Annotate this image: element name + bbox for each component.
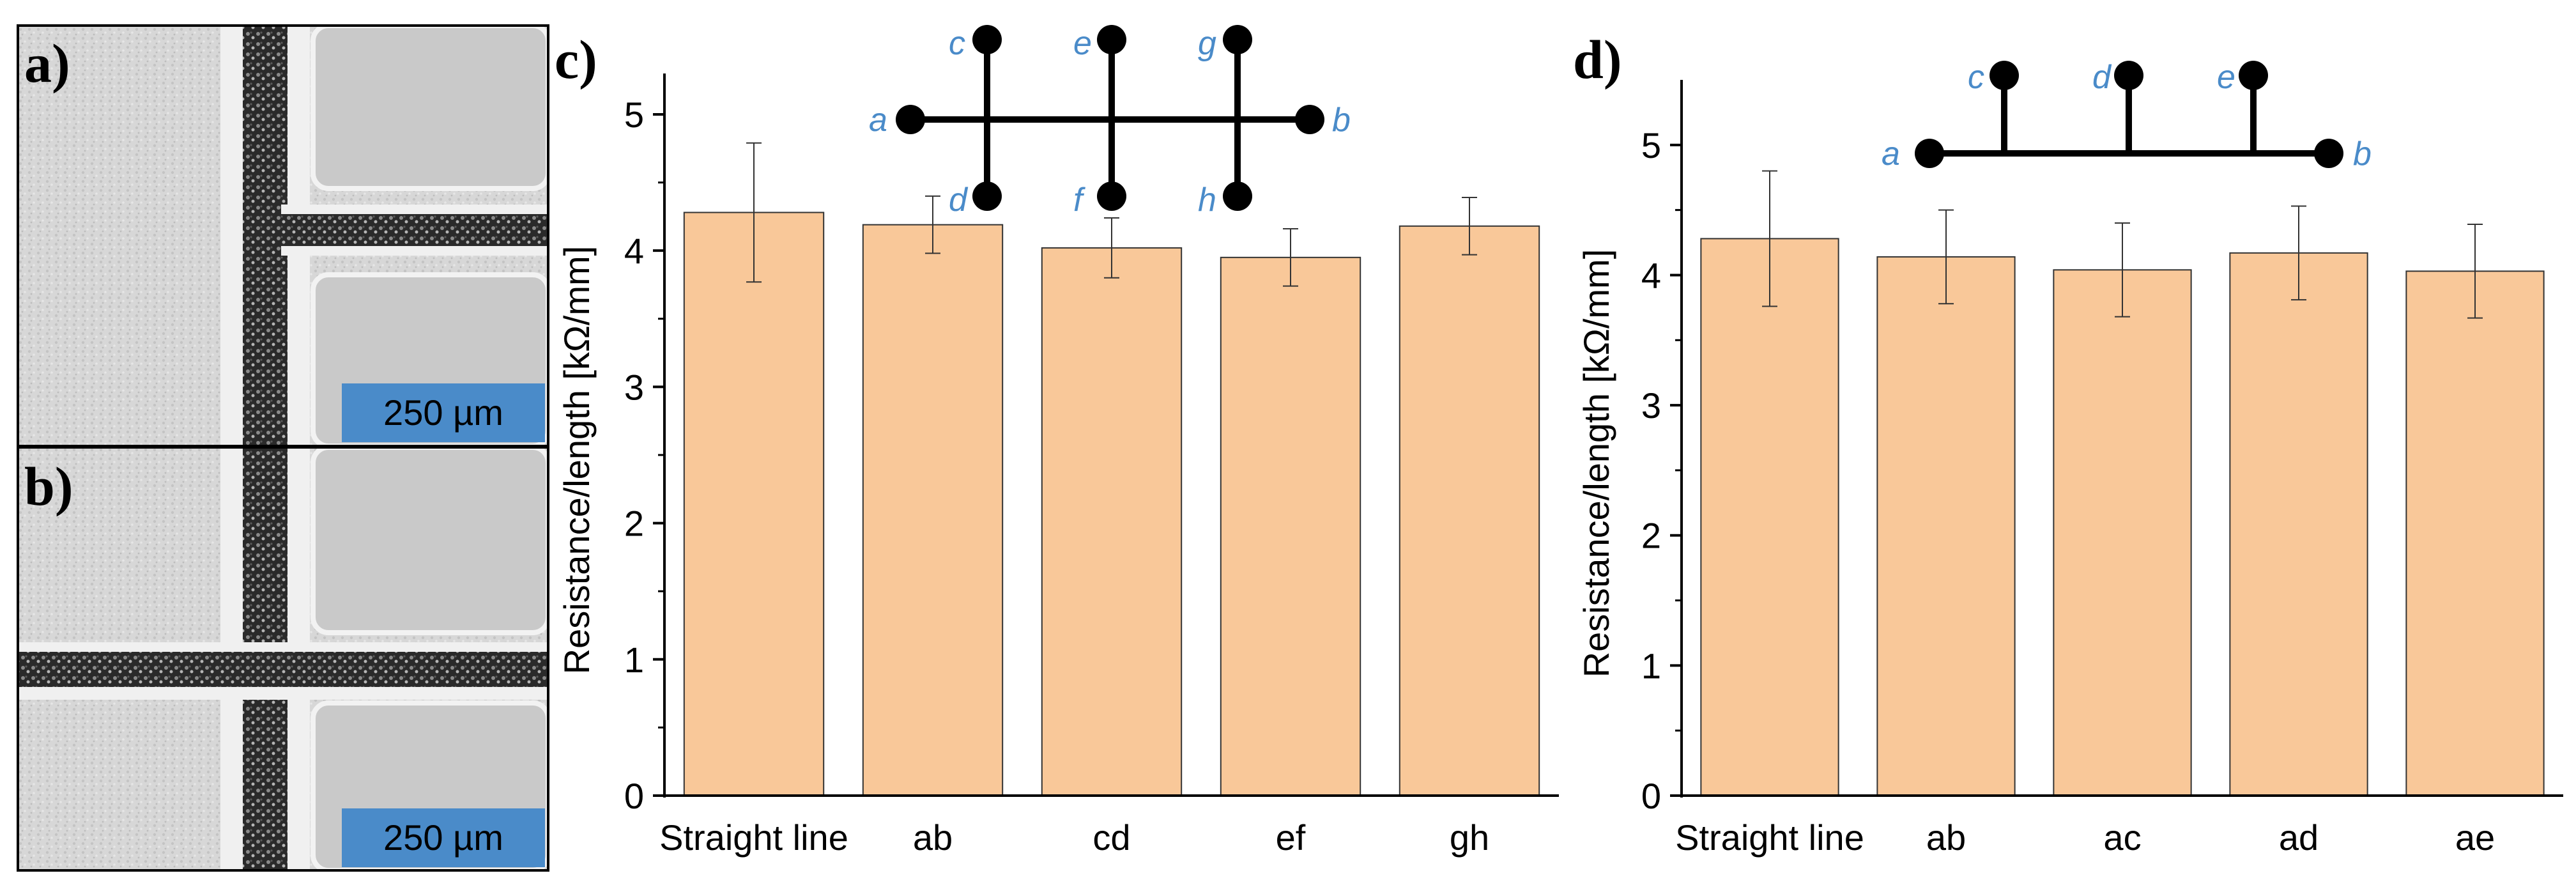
- schematic-d-node: [2239, 61, 2268, 90]
- y-tick-label: 2: [1641, 516, 1661, 556]
- schematic-c-label-h: h: [1198, 181, 1216, 219]
- schematic-d-label-b: b: [2353, 135, 2372, 173]
- scale-bar-b: 250 µm: [342, 808, 545, 867]
- schematic-c-node: [1097, 25, 1126, 54]
- schematic-d-node: [2114, 61, 2143, 90]
- panel-label-a: a): [24, 33, 70, 94]
- panel-label-b: b): [24, 456, 73, 517]
- schematic-d-node: [2314, 139, 2343, 168]
- schematic-c-node: [1223, 25, 1252, 54]
- category-label: cd: [1092, 817, 1130, 858]
- schematic-d-label-c: c: [1968, 59, 1984, 96]
- bar: [862, 224, 1004, 796]
- y-axis-title: Resistance/length [kΩ/mm]: [1576, 249, 1616, 678]
- y-tick-label: 0: [1641, 776, 1661, 816]
- category-label: gh: [1450, 817, 1489, 858]
- category-label: Straight line: [1675, 817, 1864, 858]
- scale-bar-a-label: 250 µm: [383, 392, 503, 433]
- scale-bar-b-label: 250 µm: [383, 817, 503, 858]
- y-tick-label: 1: [1641, 645, 1661, 686]
- bar: [1700, 238, 1839, 797]
- category-label: ac: [2103, 817, 2141, 858]
- schematic-c-node: [972, 25, 1002, 54]
- bar: [1876, 256, 2016, 797]
- schematic-c-label-f: f: [1073, 181, 1085, 219]
- bar: [1399, 225, 1540, 796]
- bar: [1041, 247, 1183, 797]
- micrograph-a: [18, 26, 548, 446]
- panel-label-d: d): [1573, 29, 1621, 90]
- category-label: ab: [913, 817, 953, 858]
- schematic-c-label-g: g: [1198, 25, 1216, 62]
- category-label: ef: [1276, 817, 1306, 858]
- bar: [2405, 270, 2545, 796]
- schematic-d: a b c d e: [1882, 59, 2372, 173]
- schematic-c-label-d: d: [949, 181, 969, 219]
- y-axis-title: Resistance/length [kΩ/mm]: [556, 246, 597, 675]
- micrograph-b: [18, 447, 548, 870]
- schematic-c-node: [896, 105, 925, 134]
- y-tick-label: 0: [624, 776, 644, 816]
- bar: [683, 212, 825, 797]
- category-label: ad: [2279, 817, 2319, 858]
- schematic-d-label-a: a: [1882, 135, 1900, 173]
- y-tick-label: 5: [624, 95, 644, 135]
- schematic-c-node: [1097, 181, 1126, 211]
- schematic-d-node: [1989, 61, 2019, 90]
- schematic-c-label-c: c: [949, 25, 965, 62]
- y-tick-label: 3: [624, 367, 644, 407]
- chart-d: Straight line ab ac ad ae012345Resistance/le…: [1576, 80, 2563, 858]
- category-label: ae: [2455, 817, 2495, 858]
- panel-label-c: c): [555, 29, 597, 90]
- y-tick-label: 3: [1641, 385, 1661, 426]
- category-label: Straight line: [659, 817, 848, 858]
- schematic-c-node: [1223, 181, 1252, 211]
- schematic-c-label-b: b: [1332, 102, 1351, 139]
- y-tick-label: 5: [1641, 125, 1661, 166]
- y-tick-label: 1: [624, 640, 644, 680]
- scale-bar-a: 250 µm: [342, 383, 545, 442]
- schematic-d-label-d: d: [2092, 59, 2112, 96]
- schematic-c: a b c e g d f h: [869, 25, 1351, 219]
- y-tick-label: 4: [1641, 255, 1661, 295]
- bar: [1220, 256, 1361, 796]
- schematic-c-node: [972, 181, 1002, 211]
- schematic-d-node: [1915, 139, 1944, 168]
- bar: [2053, 269, 2192, 796]
- bar: [2229, 252, 2368, 796]
- chart-c: Straight line ab cd ef gh012345Resistance/le…: [556, 73, 1559, 858]
- y-tick-label: 2: [624, 504, 644, 544]
- schematic-c-label-a: a: [869, 102, 887, 139]
- schematic-d-label-e: e: [2217, 59, 2235, 96]
- schematic-c-node: [1295, 105, 1324, 134]
- micrograph-b-frame: [17, 446, 549, 872]
- y-tick-label: 4: [624, 231, 644, 271]
- schematic-c-label-e: e: [1073, 25, 1092, 62]
- category-label: ab: [1926, 817, 1966, 858]
